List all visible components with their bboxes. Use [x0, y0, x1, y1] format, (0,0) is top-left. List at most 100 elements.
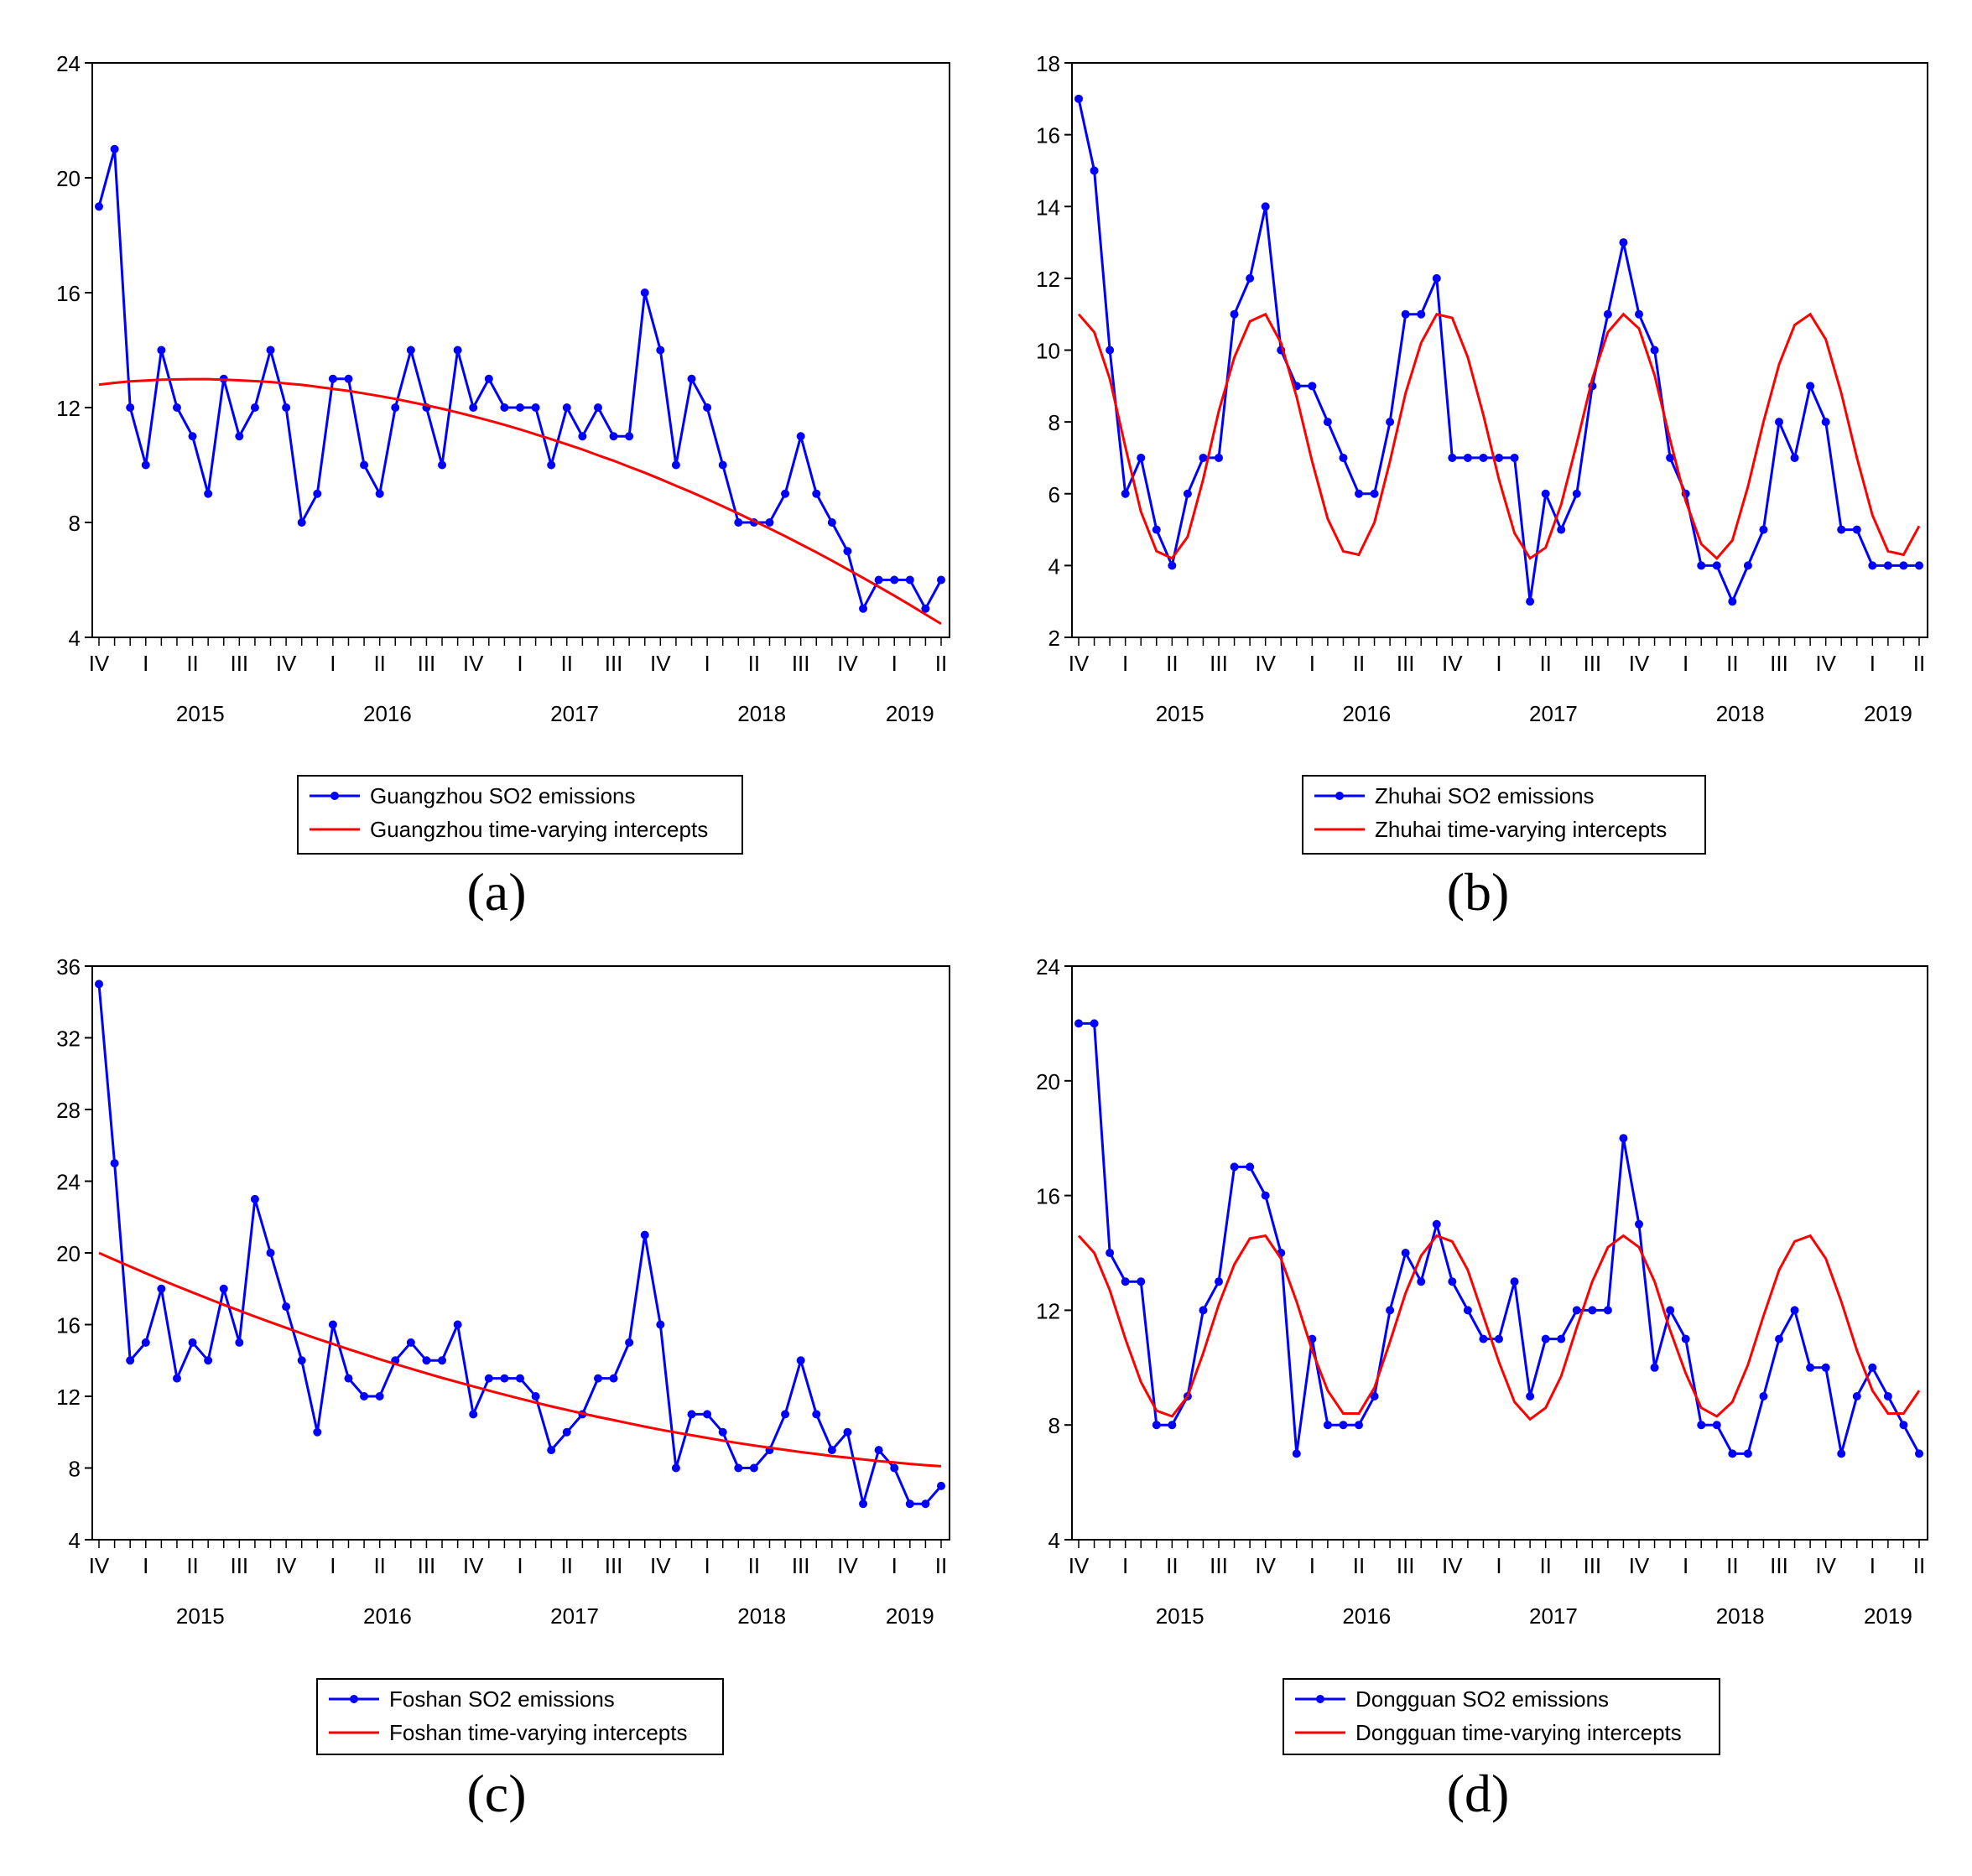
- data-point: [1635, 1219, 1643, 1229]
- x-quarter-label: II: [561, 1553, 573, 1578]
- x-quarter-label: III: [230, 651, 248, 676]
- x-quarter-label: I: [704, 1553, 710, 1578]
- data-point: [95, 202, 103, 211]
- data-point: [812, 1410, 821, 1419]
- panel-letter: (c): [466, 1764, 526, 1823]
- data-point: [1432, 273, 1441, 283]
- data-point: [671, 1463, 680, 1473]
- data-point: [718, 1427, 727, 1437]
- data-point: [516, 403, 524, 412]
- x-quarter-label: I: [892, 651, 898, 676]
- data-point: [141, 460, 150, 470]
- x-quarter-label: IV: [1629, 651, 1650, 676]
- data-point: [1168, 1421, 1177, 1430]
- x-quarter-label: II: [935, 651, 947, 676]
- data-point: [95, 980, 103, 989]
- data-point: [1743, 561, 1752, 570]
- plot-frame: [1071, 965, 1928, 1541]
- data-point: [593, 403, 602, 412]
- y-tick-label: 12: [1036, 267, 1060, 292]
- x-year-label: 2016: [1342, 1603, 1391, 1629]
- legend-box: [316, 1678, 724, 1755]
- data-point: [172, 403, 181, 412]
- x-quarter-label: IV: [89, 1553, 110, 1578]
- data-point: [453, 1320, 462, 1329]
- data-point: [1806, 382, 1815, 391]
- x-quarter-label: II: [1726, 651, 1738, 676]
- x-quarter-label: IV: [463, 1553, 484, 1578]
- x-quarter-label: III: [1210, 1553, 1228, 1578]
- x-year-label: 2016: [363, 1603, 412, 1629]
- emissions-line: [97, 984, 943, 1505]
- x-quarter-label: III: [1583, 1553, 1601, 1578]
- data-point: [827, 518, 836, 527]
- data-point: [204, 1356, 213, 1365]
- y-tick-label: 20: [1036, 1069, 1060, 1094]
- x-quarter-label: II: [1913, 1553, 1925, 1578]
- data-point: [796, 1356, 805, 1365]
- x-quarter-label: III: [1770, 1553, 1788, 1578]
- y-tick-label: 20: [56, 1241, 81, 1266]
- data-point: [1526, 1392, 1535, 1401]
- x-year-label: 2017: [1529, 701, 1578, 726]
- data-point: [266, 1249, 275, 1257]
- y-tick-label: 20: [56, 166, 81, 191]
- data-point: [1401, 1249, 1410, 1257]
- data-point: [484, 374, 493, 383]
- legend-marker: [330, 792, 339, 800]
- data-point: [1463, 1306, 1472, 1315]
- data-point: [1650, 346, 1659, 355]
- data-point: [1697, 561, 1706, 570]
- legend-box: [1302, 775, 1706, 855]
- data-point: [469, 1410, 478, 1419]
- data-point: [937, 575, 945, 585]
- x-quarter-label: I: [1683, 1553, 1688, 1578]
- data-point: [1650, 1363, 1659, 1372]
- data-point: [1323, 1421, 1332, 1430]
- data-point: [1479, 1334, 1488, 1343]
- data-point: [1183, 489, 1192, 498]
- data-point: [812, 489, 821, 498]
- legend-label: Zhuhai time-varying intercepts: [1375, 817, 1667, 842]
- data-point: [1215, 453, 1223, 462]
- legend-label: Zhuhai SO2 emissions: [1375, 783, 1595, 808]
- data-point: [1199, 453, 1208, 462]
- data-point: [1417, 1277, 1426, 1286]
- x-quarter-label: II: [373, 1553, 385, 1578]
- data-point: [1759, 525, 1768, 534]
- data-point: [890, 575, 899, 585]
- y-tick-label: 8: [69, 1457, 81, 1482]
- data-point: [282, 403, 291, 412]
- y-tick-label: 18: [1036, 51, 1060, 76]
- data-point: [1899, 1421, 1908, 1430]
- data-point: [1619, 238, 1628, 247]
- x-quarter-label: I: [1496, 1553, 1501, 1578]
- data-point: [282, 1302, 291, 1312]
- x-year-label: 2018: [737, 1603, 786, 1629]
- legend-box: [1283, 1678, 1720, 1755]
- data-point: [1790, 453, 1799, 462]
- legend-marker: [1316, 1695, 1324, 1703]
- y-tick-label: 12: [56, 1385, 81, 1410]
- x-quarter-label: IV: [1069, 1553, 1090, 1578]
- data-point: [1821, 418, 1830, 427]
- x-quarter-label: III: [418, 651, 436, 676]
- x-quarter-label: IV: [1069, 651, 1090, 676]
- data-point: [438, 460, 447, 470]
- x-quarter-label: II: [748, 1553, 760, 1578]
- data-point: [921, 1499, 930, 1509]
- data-point: [1121, 1277, 1130, 1286]
- data-point: [1448, 453, 1457, 462]
- data-point: [1106, 346, 1115, 355]
- x-quarter-label: II: [1166, 1553, 1178, 1578]
- data-point: [547, 460, 556, 470]
- data-point: [1370, 489, 1379, 498]
- data-point: [1386, 1306, 1395, 1315]
- x-quarter-label: I: [1496, 651, 1501, 676]
- data-point: [1106, 1249, 1115, 1257]
- y-tick-label: 12: [56, 396, 81, 421]
- x-quarter-label: IV: [1442, 1553, 1463, 1578]
- data-point: [531, 403, 540, 412]
- plot-frame: [91, 62, 950, 638]
